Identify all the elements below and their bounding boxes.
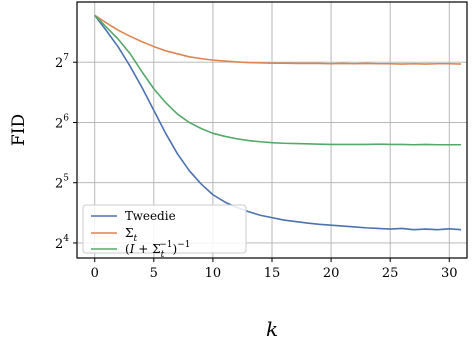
legend-label-2: Σt (125, 226, 137, 244)
x-tick-label: 5 (150, 266, 158, 281)
y-tick-exponent: 5 (63, 174, 69, 184)
grid (77, 2, 467, 258)
y-tick-label: 26 (55, 113, 69, 131)
legend-label-3: (I + Σt−1)−1 (125, 240, 190, 260)
y-tick-exponent: 6 (63, 113, 69, 123)
series-layer (94, 14, 462, 231)
legend-label-1: Tweedie (125, 209, 176, 223)
x-tick-label: 15 (264, 266, 281, 281)
y-tick-base: 2 (55, 177, 63, 192)
x-axis-label: k (266, 317, 278, 341)
y-tick-base: 2 (55, 116, 63, 131)
series-line-3 (94, 14, 462, 146)
x-tick-label: 10 (205, 266, 222, 281)
y-tick-base: 2 (55, 56, 63, 71)
x-tick-label: 20 (323, 266, 340, 281)
y-axis-label: FID (9, 114, 29, 146)
series-line-1 (94, 14, 462, 231)
y-tick-base: 2 (55, 237, 63, 252)
x-tick-label: 30 (441, 266, 458, 281)
y-tick-label: 27 (55, 53, 69, 71)
legend-box (82, 204, 247, 254)
x-tick-label: 25 (382, 266, 399, 281)
y-tick-label: 25 (55, 174, 69, 192)
x-tick-label: 0 (91, 266, 99, 281)
series-line-2 (94, 14, 462, 65)
y-tick-label: 24 (55, 234, 69, 252)
legend: Tweedie Σt(I + Σt−1)−1 (82, 204, 247, 260)
y-tick-exponent: 4 (63, 234, 69, 244)
y-tick-exponent: 7 (63, 53, 69, 63)
